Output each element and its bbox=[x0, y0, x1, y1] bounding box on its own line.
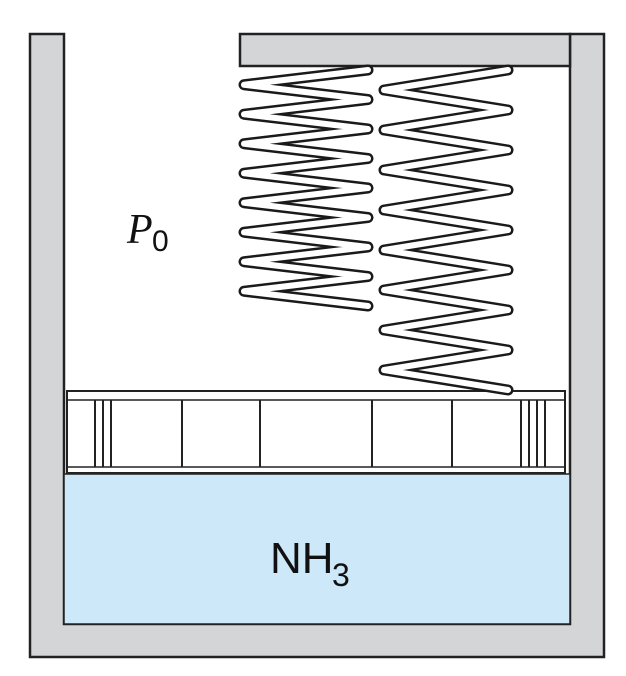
liquid-nh3 bbox=[63, 473, 571, 625]
piston bbox=[66, 390, 566, 474]
spring-right bbox=[378, 64, 514, 396]
pressure-label: P bbox=[126, 207, 153, 253]
pressure-label-subscript: 0 bbox=[152, 225, 169, 258]
spring-left bbox=[238, 64, 374, 312]
liquid-label-subscript: 3 bbox=[332, 557, 350, 593]
liquid-label: NH bbox=[270, 534, 334, 583]
top-plate bbox=[238, 32, 572, 68]
